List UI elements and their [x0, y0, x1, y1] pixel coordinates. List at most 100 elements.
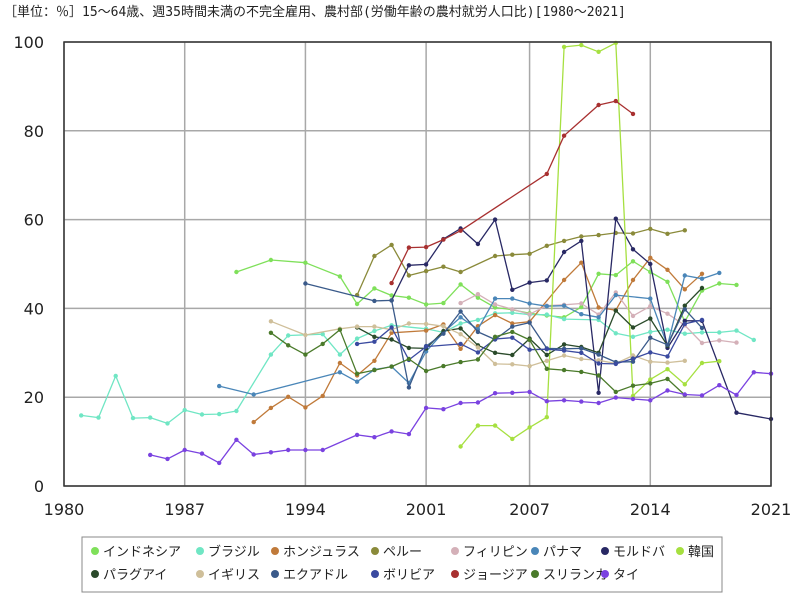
data-point: [389, 337, 394, 342]
data-point: [717, 281, 722, 286]
data-point: [337, 327, 343, 332]
data-point: [372, 358, 377, 363]
data-point: [648, 304, 653, 309]
legend-marker: [196, 547, 204, 555]
data-point: [423, 405, 429, 411]
axis-ticks: 1980 1987 1994 2001 2007 2014 2021 0 20 40 60 80 100: [13, 33, 791, 519]
data-point: [648, 377, 653, 382]
data-point: [648, 381, 653, 386]
data-point: [699, 393, 705, 398]
data-point: [596, 305, 601, 310]
data-point: [734, 392, 739, 398]
data-point: [406, 385, 412, 390]
data-point: [682, 228, 687, 233]
chart-title: ［単位：％］15～64歳、週35時間未満の不完全雇用、農村部(労働年齢の農村就労…: [4, 4, 626, 20]
data-point: [337, 274, 343, 279]
data-point: [579, 346, 584, 351]
data-point: [544, 278, 549, 283]
data-point: [682, 331, 687, 336]
data-point: [665, 311, 670, 316]
data-point: [630, 383, 636, 388]
data-point: [665, 279, 670, 284]
data-point: [337, 360, 343, 366]
data-point: [492, 391, 498, 396]
data-point: [96, 415, 101, 420]
data-point: [561, 367, 567, 373]
data-point: [561, 398, 567, 403]
data-point: [441, 300, 446, 306]
data-point: [630, 359, 636, 364]
data-point: [217, 411, 222, 417]
data-point: [510, 390, 515, 395]
legend-marker: [271, 547, 279, 555]
series-line: [391, 100, 634, 284]
series-group: [354, 226, 687, 298]
data-point: [665, 360, 670, 365]
data-point: [630, 247, 636, 252]
data-point: [682, 358, 687, 363]
data-point: [113, 373, 118, 379]
data-point: [165, 456, 170, 462]
data-point: [286, 333, 291, 338]
legend-marker: [601, 570, 609, 578]
data-point: [165, 421, 170, 426]
series-group: [251, 255, 705, 425]
data-point: [268, 450, 274, 455]
data-point: [734, 282, 739, 288]
data-point: [665, 388, 670, 393]
data-point: [544, 347, 549, 352]
data-point: [561, 353, 567, 358]
data-point: [406, 431, 412, 437]
data-point: [389, 429, 394, 434]
data-point: [475, 317, 481, 323]
data-point: [630, 356, 636, 361]
data-point: [320, 393, 325, 399]
legend-label: パナマ: [543, 545, 582, 560]
legend-label: ペルー: [383, 545, 422, 560]
data-point: [544, 352, 549, 358]
data-point: [648, 359, 653, 364]
data-point: [527, 280, 532, 285]
data-point: [510, 362, 515, 367]
data-point: [389, 325, 394, 330]
data-point: [286, 343, 291, 348]
data-point: [699, 317, 705, 323]
data-point: [372, 298, 377, 304]
data-point: [234, 408, 239, 414]
data-point: [372, 334, 377, 339]
data-point: [182, 447, 187, 453]
data-point: [630, 259, 636, 264]
legend-marker: [451, 570, 459, 578]
data-point: [337, 352, 343, 357]
data-point: [527, 425, 532, 430]
data-point: [648, 226, 653, 232]
data-point: [217, 383, 222, 389]
data-point: [354, 336, 360, 341]
data-point: [561, 316, 567, 322]
data-point: [596, 361, 601, 366]
data-point: [303, 281, 308, 286]
data-point: [475, 292, 481, 297]
series-group: [458, 40, 722, 449]
data-point: [475, 345, 481, 350]
data-point: [561, 348, 567, 353]
data-point: [251, 392, 256, 397]
data-point: [630, 325, 636, 330]
data-point: [372, 324, 377, 329]
data-point: [527, 389, 532, 395]
data-point: [423, 268, 429, 274]
data-point: [527, 320, 532, 325]
series-line: [357, 319, 703, 365]
data-point: [268, 257, 274, 263]
data-point: [630, 393, 636, 399]
data-point: [372, 253, 377, 259]
data-point: [492, 302, 498, 307]
data-point: [354, 379, 360, 384]
data-point: [510, 436, 515, 442]
legend-label: タイ: [613, 568, 639, 583]
data-point: [510, 310, 515, 315]
data-point: [682, 382, 687, 387]
data-point: [665, 231, 670, 236]
data-point: [596, 373, 601, 378]
